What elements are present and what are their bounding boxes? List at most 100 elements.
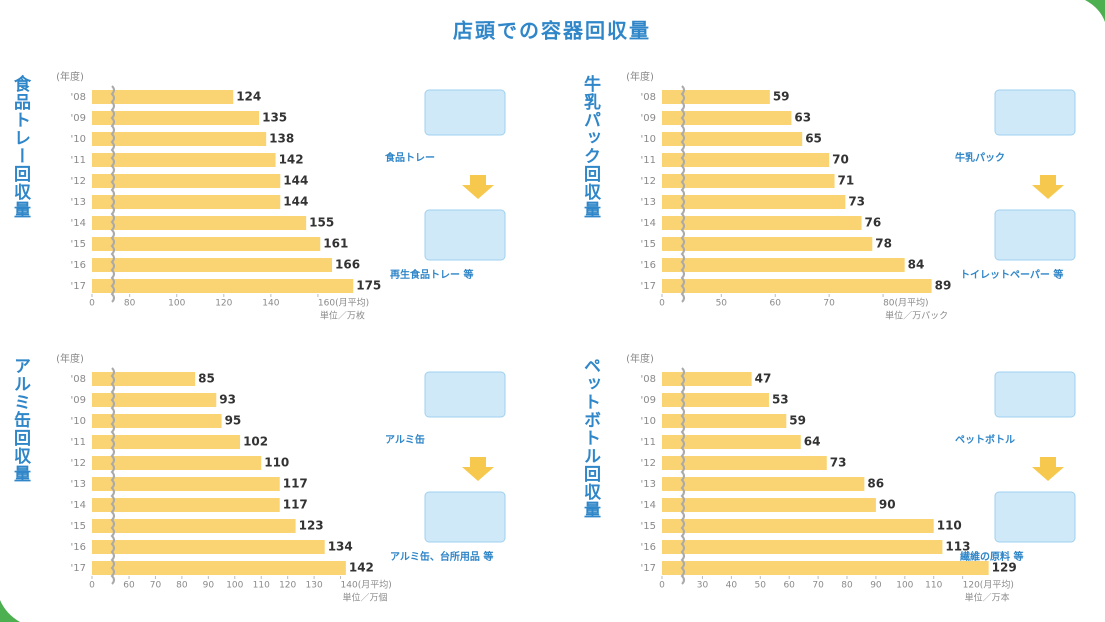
value-label: 117	[283, 477, 308, 491]
year-label: '08	[641, 374, 656, 385]
value-label: 64	[804, 435, 821, 449]
value-label: 138	[269, 132, 294, 146]
bar	[662, 477, 865, 491]
year-label: '13	[641, 479, 656, 490]
chart-title: アルミ缶回収量	[10, 357, 31, 483]
bar	[92, 561, 346, 575]
x-tick-label: 0	[89, 581, 95, 591]
illustration-label: 牛乳パック	[955, 151, 1005, 164]
bar	[92, 174, 281, 188]
value-label: 73	[848, 195, 865, 209]
x-tick-label: 60	[770, 299, 782, 309]
illustration	[424, 371, 506, 418]
value-label: 78	[875, 237, 892, 251]
value-label: 123	[299, 519, 324, 533]
value-label: 84	[908, 258, 925, 272]
bar	[662, 456, 827, 470]
year-label: '14	[71, 218, 86, 229]
illustration	[424, 209, 506, 261]
unit-label: 単位／万個	[343, 592, 388, 604]
value-label: 124	[236, 90, 261, 104]
value-label: 155	[309, 216, 334, 230]
unit-label: 単位／万本	[965, 592, 1010, 604]
year-label: '12	[71, 176, 86, 187]
bar	[92, 519, 296, 533]
x-tick-label: 0	[89, 299, 95, 309]
x-tick-label: 0	[659, 299, 665, 309]
year-label: '09	[641, 395, 656, 406]
x-tick-label: 120	[215, 299, 232, 309]
bar	[92, 195, 281, 209]
year-label: '09	[641, 113, 656, 124]
x-tick-label: 30	[697, 581, 709, 591]
year-label: '08	[71, 374, 86, 385]
year-label: '13	[71, 197, 86, 208]
year-label: '14	[641, 500, 656, 511]
value-label: 93	[219, 393, 236, 407]
page-title: 店頭での容器回収量	[453, 19, 651, 43]
year-axis-label: (年度)	[626, 352, 654, 365]
bar	[662, 540, 943, 554]
bar	[92, 279, 354, 293]
x-tick-label: 100	[168, 299, 185, 309]
year-label: '17	[71, 563, 86, 574]
bar	[92, 237, 321, 251]
year-label: '15	[641, 239, 656, 250]
value-label: 90	[879, 498, 896, 512]
value-label: 89	[935, 279, 952, 293]
value-label: 134	[328, 540, 353, 554]
corner-decoration	[0, 600, 20, 622]
bar	[662, 195, 846, 209]
year-axis-label: (年度)	[56, 352, 84, 365]
bar	[662, 561, 989, 575]
bar	[662, 174, 835, 188]
unit-label: 単位／万枚	[320, 310, 365, 322]
value-label: 110	[937, 519, 962, 533]
year-axis-label: (年度)	[56, 70, 84, 83]
year-label: '16	[641, 260, 656, 271]
bar	[662, 372, 752, 386]
value-label: 70	[832, 153, 849, 167]
x-tick-label: 120(月平均)	[963, 579, 1014, 591]
x-tick-label: 90	[203, 581, 215, 591]
illustration-label: 繊維の原料 等	[959, 550, 1023, 563]
x-tick-label: 70	[823, 299, 835, 309]
year-label: '14	[71, 500, 86, 511]
x-tick-label: 160(月平均)	[318, 297, 369, 309]
year-label: '10	[641, 134, 656, 145]
bar	[662, 216, 862, 230]
year-label: '13	[71, 479, 86, 490]
year-label: '10	[71, 134, 86, 145]
year-label: '10	[71, 416, 86, 427]
bar	[662, 279, 932, 293]
value-label: 71	[838, 174, 855, 188]
value-label: 129	[992, 561, 1017, 575]
bar	[92, 540, 325, 554]
year-label: '16	[71, 260, 86, 271]
bar	[662, 111, 792, 125]
arrow	[1032, 457, 1064, 481]
bar	[662, 237, 873, 251]
value-label: 76	[865, 216, 882, 230]
x-tick-label: 70	[150, 581, 162, 591]
bar	[662, 153, 830, 167]
value-label: 175	[356, 279, 381, 293]
bar	[662, 519, 934, 533]
bar	[92, 372, 196, 386]
value-label: 73	[830, 456, 847, 470]
axis-break	[110, 85, 115, 303]
bar	[662, 498, 876, 512]
illustration	[994, 491, 1076, 543]
x-tick-label: 60	[123, 581, 135, 591]
bar	[662, 435, 801, 449]
value-label: 110	[264, 456, 289, 470]
year-label: '17	[641, 563, 656, 574]
bar	[92, 477, 280, 491]
x-tick-label: 40	[726, 581, 738, 591]
bar	[662, 90, 770, 104]
x-tick-label: 60	[783, 581, 795, 591]
arrow	[1032, 175, 1064, 199]
axis-break	[680, 85, 685, 303]
value-label: 113	[945, 540, 970, 554]
x-tick-label: 100	[226, 581, 243, 591]
